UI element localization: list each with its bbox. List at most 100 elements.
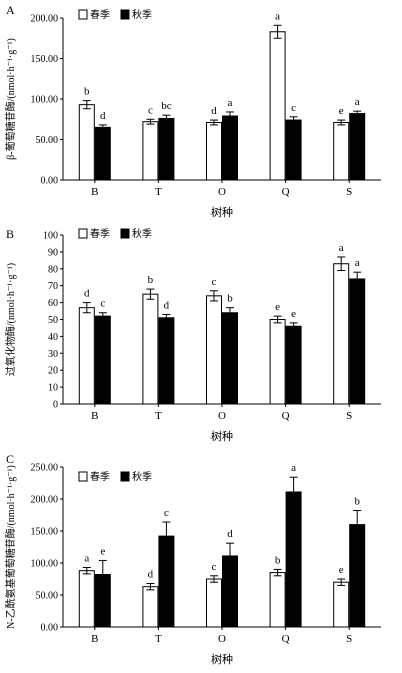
significance-letter: a [84,552,89,564]
significance-letter: a [339,242,344,254]
x-tick-label: B [91,633,98,645]
significance-letter: c [212,276,217,288]
y-tick-label: 90 [48,247,58,258]
y-tick-label: 10 [48,383,58,394]
legend: 春季 秋季 [78,8,152,21]
significance-letter: d [227,528,233,540]
panel-label: B [6,227,14,241]
y-axis-label: 过氧化物酶/(nmol·h⁻¹·g⁻¹) [4,263,17,376]
significance-letter: e [339,105,344,117]
bar-autumn [285,325,302,405]
legend-label: 秋季 [132,8,152,21]
legend-label: 秋季 [132,227,152,240]
y-tick-label: 60 [48,298,58,309]
y-axis-label: N-乙酰氨基葡萄糖苷酶/(nmol·h⁻¹·g⁻¹) [4,465,17,629]
bar-spring [142,586,159,628]
significance-letter: d [84,288,90,300]
significance-letter: c [212,561,217,573]
significance-letter: b [275,554,281,566]
legend-label: 春季 [90,228,110,240]
legend-label: 春季 [90,471,110,483]
x-tick-label: S [346,633,352,645]
x-tick-label: O [218,633,226,645]
x-tick-label: Q [282,410,290,422]
x-tick-label: B [91,410,98,422]
legend-swatch-autumn [120,471,130,482]
x-axis-label: 树种 [211,429,233,443]
chart-panel-A: A 0.00 50.00 100.00 150.00 200.00 β-葡萄糖苷酶/(nmo… [4,3,381,219]
significance-letter: b [148,274,154,286]
bar-spring [269,319,286,405]
bar-autumn [222,115,238,181]
chart-panel-C: C 0.00 50.00 100.00 150.00 200.00 250.00 N-乙酰氨基… [4,452,381,666]
y-tick-label: 30 [48,349,58,360]
bar-autumn [94,315,111,405]
legend-swatch-spring [78,228,88,239]
bar-autumn [158,535,175,628]
y-tick-label: 50.00 [36,135,59,146]
y-tick-label: 250.00 [31,463,59,474]
x-tick-label: T [155,633,162,645]
bar-autumn [349,524,366,628]
legend-swatch-spring [78,9,88,20]
significance-letter: a [355,96,360,108]
significance-letter: e [100,545,105,557]
significance-letter: a [275,10,280,22]
bar-autumn [158,117,175,181]
bar-spring [206,295,222,405]
x-tick-label: O [218,186,226,198]
bar-spring [206,121,222,181]
bar-spring [142,293,159,405]
x-tick-label: T [155,186,162,198]
significance-letter: a [291,462,296,474]
bar-autumn [222,312,238,405]
bar-spring [78,307,95,405]
significance-letter: a [228,97,233,109]
x-tick-label: S [346,410,352,422]
y-tick-label: 150.00 [31,527,59,538]
significance-letter: b [84,86,90,98]
bar-spring [269,31,286,181]
bar-autumn [222,555,238,628]
chart-panel-B: B 0 10 20 30 40 50 60 70 80 90 100 过氧化物酶/(nmol·h⁻¹·g… [4,227,381,443]
bar-spring [78,570,95,628]
bar-autumn [349,113,366,181]
significance-letter: b [354,496,360,508]
y-tick-label: 100 [43,231,58,242]
y-tick-label: 50 [48,315,58,326]
bar-autumn [285,119,302,181]
bar-spring [333,121,350,181]
significance-letter: a [355,257,360,269]
legend-swatch-autumn [120,228,130,239]
x-axis-label: 树种 [211,652,233,666]
significance-letter: d [100,110,106,122]
bar-spring [333,581,350,628]
significance-letter: e [275,301,280,313]
y-tick-label: 40 [48,332,58,343]
panel-label: A [6,3,15,17]
y-tick-label: 0 [53,400,58,411]
y-tick-label: 80 [48,264,58,275]
significance-letter: d [164,299,170,311]
significance-letter: c [148,104,153,116]
y-tick-label: 150.00 [31,54,59,65]
bar-spring [78,104,95,181]
y-tick-label: 100.00 [31,95,59,106]
legend-label: 秋季 [132,470,152,483]
bar-autumn [349,278,366,405]
legend-swatch-autumn [120,9,130,20]
bar-autumn [158,317,175,405]
bar-autumn [285,491,302,628]
significance-letter: c [100,298,105,310]
bar-autumn [94,574,111,628]
panel-label: C [6,452,14,466]
legend-swatch-spring [78,471,88,482]
significance-letter: bc [161,100,172,112]
y-tick-label: 20 [48,366,58,377]
significance-letter: d [211,105,217,117]
bar-spring [142,121,159,181]
x-tick-label: Q [282,633,290,645]
significance-letter: e [339,564,344,576]
y-tick-label: 50.00 [36,591,59,602]
